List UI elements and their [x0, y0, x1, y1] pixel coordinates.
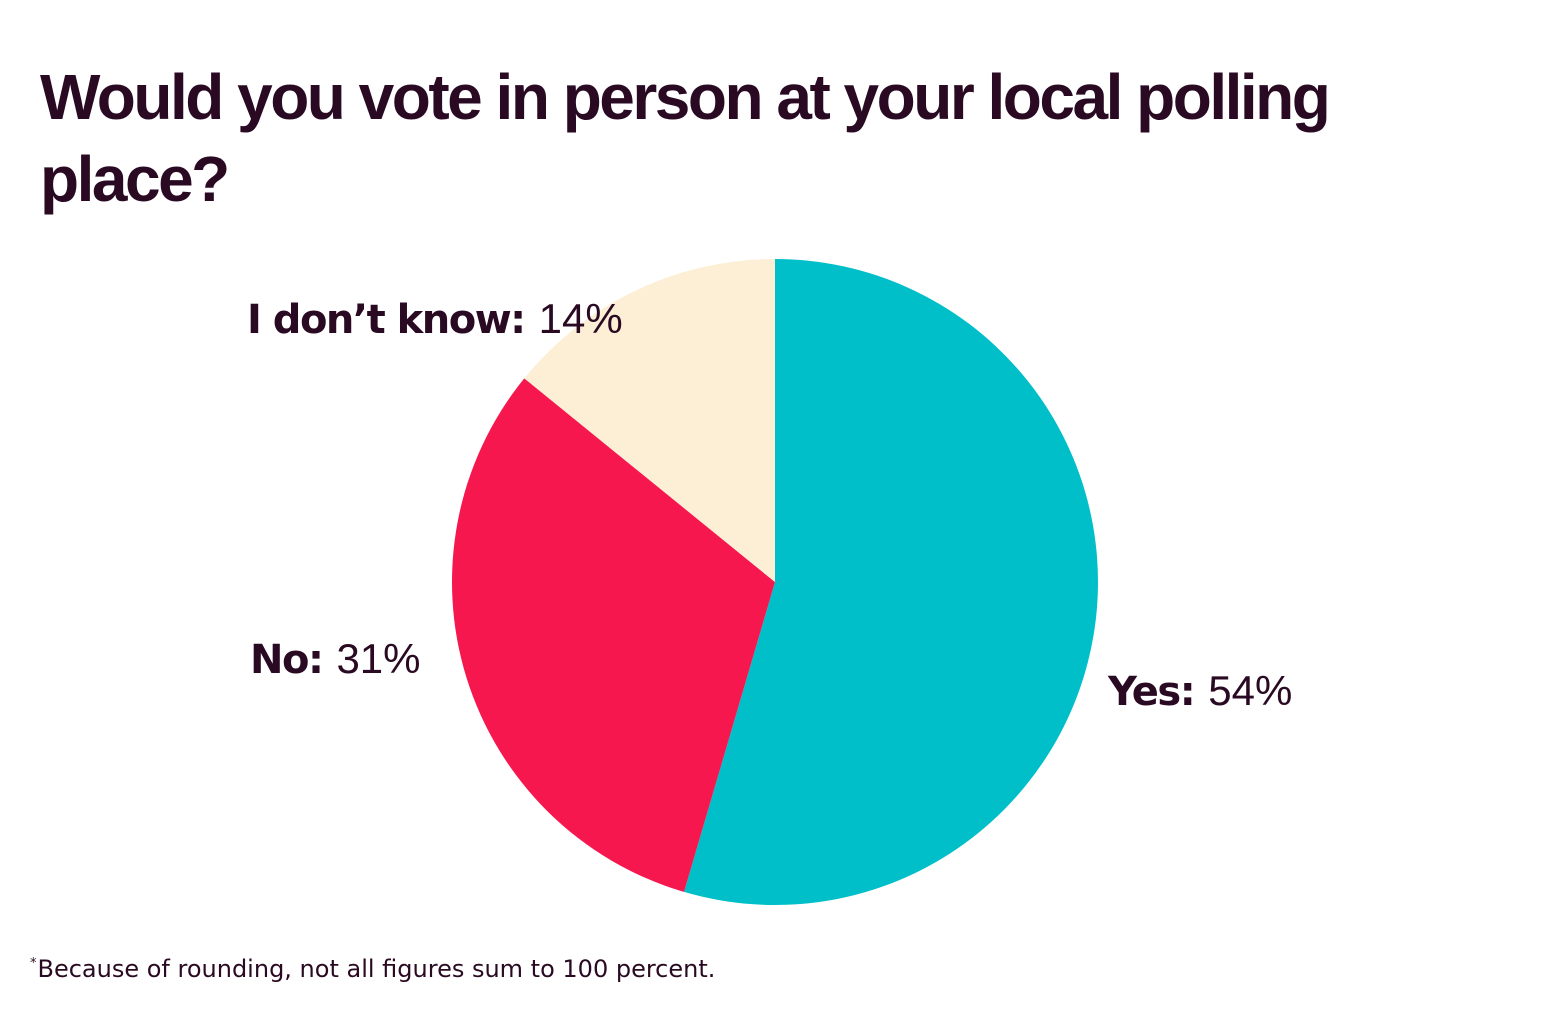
slice-value-yes: 54%	[1208, 667, 1292, 714]
slice-label-no: No: 31%	[250, 635, 421, 683]
slice-label-yes: Yes: 54%	[1107, 667, 1292, 715]
slice-value-dont-know: 14%	[539, 295, 623, 342]
footnote-marker: *	[30, 956, 37, 971]
pie-labels: Yes: 54% No: 31% I don’t know: 14%	[247, 295, 1292, 715]
slice-label-dont-know: I don’t know: 14%	[247, 295, 623, 343]
pie-slice-dont-know	[524, 259, 775, 582]
chart-title: Would you vote in person at your local p…	[40, 61, 1331, 215]
pie-slice-yes	[684, 259, 1098, 905]
pie-slice-no	[451, 378, 775, 892]
pie-slices	[451, 259, 1098, 905]
slice-category-yes: Yes:	[1107, 669, 1194, 715]
slice-category-no: No:	[250, 637, 322, 683]
footnote: *Because of rounding, not all figures su…	[30, 955, 715, 983]
footnote-text: Because of rounding, not all figures sum…	[37, 955, 716, 983]
slice-value-no: 31%	[336, 635, 420, 682]
slice-category-dont-know: I don’t know:	[247, 297, 525, 343]
